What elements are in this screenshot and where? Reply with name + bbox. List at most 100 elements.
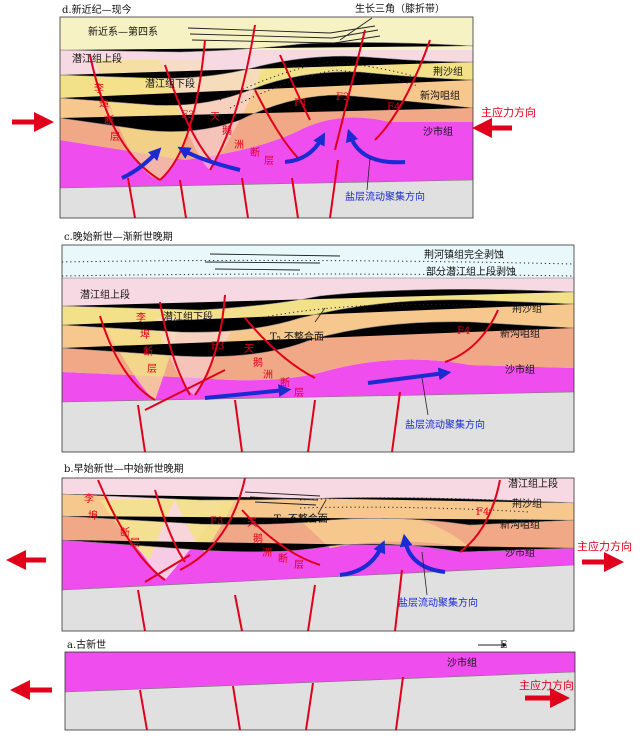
li-fault xyxy=(89,54,161,181)
growth-triangle-pointer xyxy=(339,17,373,41)
shashi-label: 沙市组 xyxy=(505,363,535,376)
panel-b-title: b.早始新世—中始新世晚期 xyxy=(64,462,184,475)
shashi-label: 沙市组 xyxy=(505,546,535,559)
tian-fault-char-3: 洲 xyxy=(234,139,244,151)
f3-fault xyxy=(179,478,246,571)
partial-erosion-label: 部分潜江组上段剥蚀 xyxy=(426,265,516,278)
f3-fault xyxy=(194,294,226,396)
salt-flow-arrow-1 xyxy=(204,384,292,400)
li-fault-char-2: 埠 xyxy=(140,328,150,341)
tian-fault-char-2: 鹅 xyxy=(222,124,232,137)
li-fault-char-1: 李 xyxy=(94,82,104,95)
f1-fault xyxy=(279,54,311,121)
tian-fault-char-1: 天 xyxy=(247,518,257,529)
li-fault-char-3: 断 xyxy=(143,345,153,358)
f4-label: F4 xyxy=(387,102,400,113)
growth-triangle-label: 生长三角（膝折带） xyxy=(355,2,445,15)
neogene-label: 新近系—第四系 xyxy=(88,25,158,38)
panel-c: c.晚始新世—渐新世晚期 xyxy=(61,230,575,453)
f4-label: F4 xyxy=(476,507,489,518)
f1-label: F1 xyxy=(294,98,307,109)
f3-fault-west xyxy=(159,301,191,396)
f3-syncline-fill xyxy=(160,58,265,170)
li-fault-char-1: 李 xyxy=(84,492,94,505)
f3-label: F3 xyxy=(181,110,194,121)
tian-fault-char-4: 断 xyxy=(250,146,260,159)
stress-label-a: 主应力方向 xyxy=(519,678,574,692)
jingsha-label: 荆沙组 xyxy=(512,497,542,510)
li-fault-char-4: 层 xyxy=(110,131,120,143)
tian-fault xyxy=(244,317,316,379)
salt-flow-pointer xyxy=(421,551,428,596)
panel-d-title: d.新近纪—现今 xyxy=(62,3,132,16)
jingsha-label: 荆沙组 xyxy=(512,302,542,315)
tian-fault-char-3: 洲 xyxy=(263,369,273,381)
salt-flow-arrow-1 xyxy=(121,147,162,180)
unconformity-label: T₅ 不整合面 xyxy=(274,512,328,525)
panel-d: d.新近纪—现今 xyxy=(12,2,536,219)
salt-flow-arrow-3 xyxy=(284,132,326,164)
shashi-layer xyxy=(65,652,575,692)
salt-flow-arrow-2 xyxy=(177,146,241,172)
li-fault-char-3: 断 xyxy=(104,114,114,127)
li-fault-char-2: 埠 xyxy=(99,98,109,111)
li-fault-char-4: 层 xyxy=(147,363,157,375)
qianjiang-upper-layer xyxy=(62,278,574,310)
li-fault xyxy=(99,315,156,401)
salt-flow-label: 盐层流动聚集方向 xyxy=(405,418,485,431)
qianjiang-upper-label: 潜江组上段 xyxy=(80,288,130,301)
stress-label-d: 主应力方向 xyxy=(481,105,536,119)
eroded-zone xyxy=(62,245,574,278)
li-fault-char-3: 断 xyxy=(120,526,130,539)
f3-fault-west xyxy=(154,489,186,563)
qianjiang-upper-label: 潜江组上段 xyxy=(508,477,558,490)
shashi-label: 沙市组 xyxy=(423,125,453,138)
panel-a: a.古新世 E 沙市组 主应力方向 xyxy=(10,638,576,731)
east-label: E xyxy=(500,640,507,651)
salt-flow-arrow-2 xyxy=(399,533,446,574)
f3-label: F3 xyxy=(211,341,224,352)
qianjiang-lower-label: 潜江组下段 xyxy=(163,310,213,323)
tian-fault xyxy=(254,89,301,161)
f2-fault xyxy=(334,29,366,151)
li-fault-char-4: 层 xyxy=(130,537,140,549)
f2-label: F2 xyxy=(336,92,349,103)
tian-fault-char-5: 层 xyxy=(264,155,274,167)
stress-label-b: 主应力方向 xyxy=(577,539,632,553)
jingheZhen-erosion-label: 荆河镇组完全剥蚀 xyxy=(424,248,504,261)
f3-label: F3 xyxy=(210,516,223,527)
qianjiang-lower-label: 潜江组下段 xyxy=(145,77,195,90)
unconformity-pointer xyxy=(317,499,327,515)
tian-fault xyxy=(241,509,321,566)
jingsha-label: 荆沙组 xyxy=(433,65,463,78)
unconformity-label: T₅ 不整合面 xyxy=(270,330,324,343)
salt-flow-arrow-2 xyxy=(367,367,452,385)
f4-fault xyxy=(444,309,499,363)
f4-label: F4 xyxy=(457,326,470,337)
salt-flow-label: 盐层流动聚集方向 xyxy=(398,596,478,609)
f3-fault xyxy=(209,24,256,171)
tian-fault-char-2: 鹅 xyxy=(253,356,263,369)
xingouzui-label: 新沟咀组 xyxy=(420,89,460,102)
qianjiang-upper-label: 潜江组上段 xyxy=(72,52,122,65)
salt-flow-arrow-4 xyxy=(345,128,406,165)
salt-flow-label: 盐层流动聚集方向 xyxy=(345,190,425,203)
panel-a-title: a.古新世 xyxy=(67,638,106,651)
li-syncline-fill xyxy=(100,318,180,400)
tian-fault-char-3: 洲 xyxy=(262,547,272,559)
li-fault-char-1: 李 xyxy=(136,311,146,324)
f4-fault xyxy=(459,479,501,553)
tian-fault-char-1: 天 xyxy=(244,344,254,355)
tian-fault-char-4: 断 xyxy=(280,376,290,389)
f4-fault xyxy=(374,39,431,141)
salt-flow-arrow-1 xyxy=(339,540,386,577)
salt-flow-pointer xyxy=(366,157,371,191)
salt-flow-pointer xyxy=(421,377,429,416)
li-fault-char-2: 埠 xyxy=(88,509,98,522)
tian-fault-char-4: 断 xyxy=(278,552,288,565)
tian-fault-char-5: 层 xyxy=(294,387,304,399)
unconformity-pointer xyxy=(314,307,326,323)
xingouzui-label: 新沟咀组 xyxy=(500,327,540,340)
panel-c-title: c.晚始新世—渐新世晚期 xyxy=(64,230,173,243)
